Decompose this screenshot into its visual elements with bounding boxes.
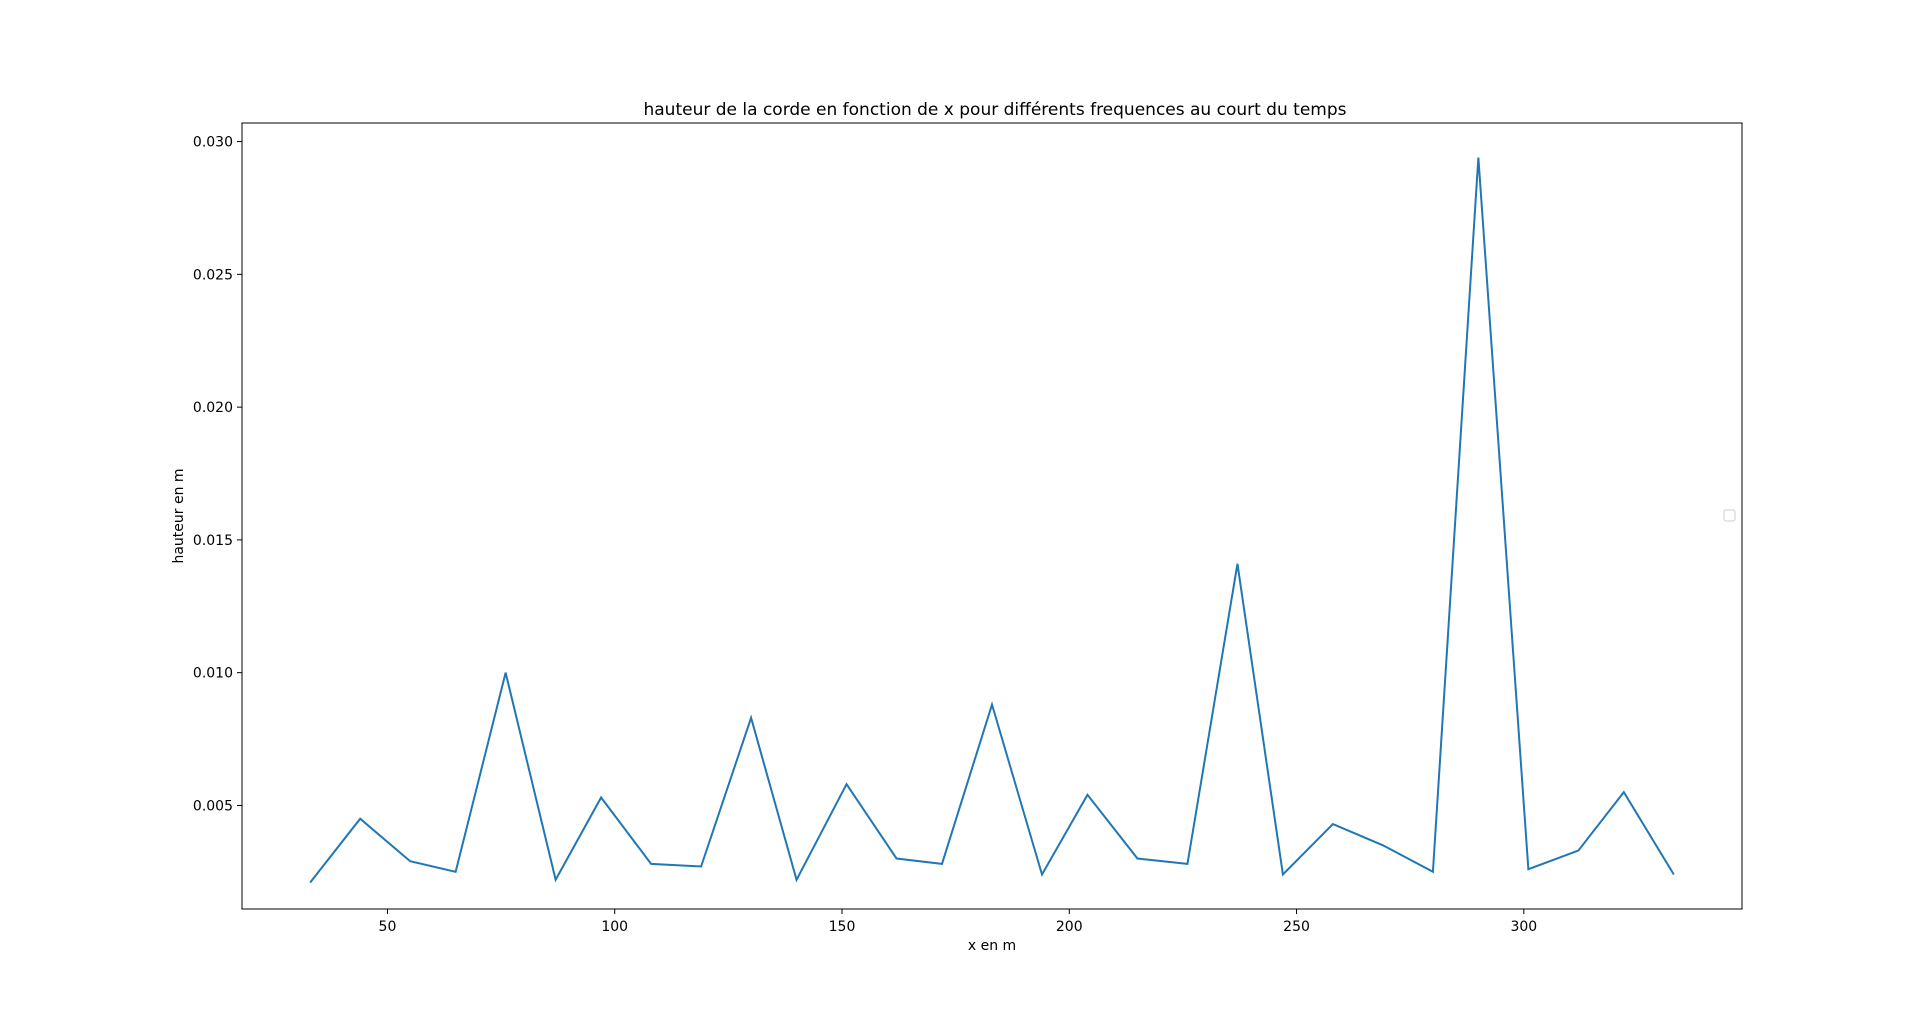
y-tick-label: 0.010 bbox=[193, 666, 233, 682]
x-tick-label: 50 bbox=[379, 919, 397, 935]
x-axis: 50 100 150 200 250 300 bbox=[379, 909, 1537, 935]
y-tick-label: 0.020 bbox=[193, 400, 233, 416]
x-tick-label: 250 bbox=[1283, 919, 1310, 935]
plot-frame bbox=[241, 122, 1743, 910]
x-tick-label: 300 bbox=[1510, 919, 1537, 935]
y-tick-label: 0.025 bbox=[193, 267, 233, 283]
plot-background bbox=[242, 123, 1742, 909]
x-axis-label: x en m bbox=[968, 938, 1016, 954]
plot-area bbox=[242, 123, 1742, 909]
y-axis: 0.005 0.010 0.015 0.020 0.025 0.030 bbox=[193, 135, 242, 814]
x-tick-label: 200 bbox=[1056, 919, 1083, 935]
y-tick-label: 0.005 bbox=[193, 798, 233, 814]
x-tick-label: 100 bbox=[601, 919, 628, 935]
y-axis-label: hauteur en m bbox=[171, 468, 187, 563]
series-line-0 bbox=[309, 157, 1675, 884]
chart-title: hauteur de la corde en fonction de x pou… bbox=[643, 100, 1346, 120]
legend-box bbox=[1723, 509, 1736, 522]
series-layer bbox=[309, 157, 1675, 884]
x-tick-label: 150 bbox=[829, 919, 856, 935]
y-tick-label: 0.030 bbox=[193, 135, 233, 151]
y-tick-label: 0.015 bbox=[193, 533, 233, 549]
